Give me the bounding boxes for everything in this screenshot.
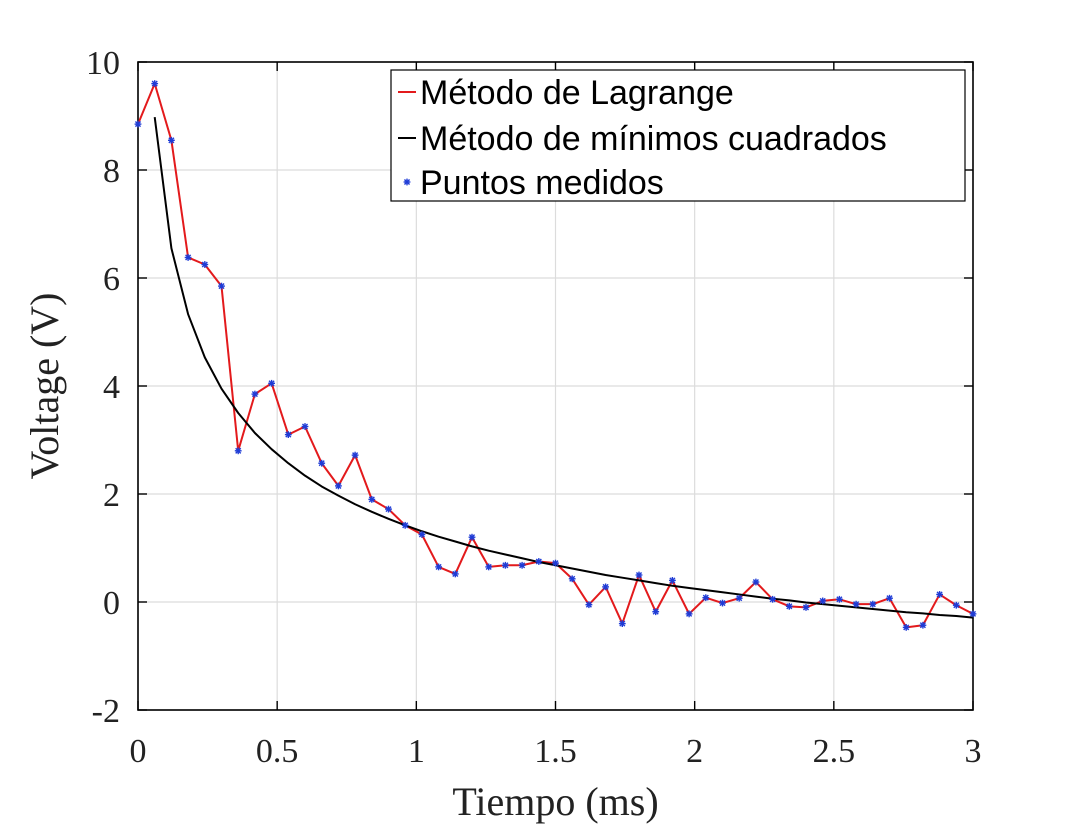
series-line-least-squares [153,116,974,619]
data-point [785,602,793,610]
data-point [268,379,275,387]
data-point [335,482,342,490]
data-point [719,599,726,607]
data-point [518,561,526,569]
data-point [201,261,209,268]
y-tick-label: 0 [103,585,120,622]
data-point [234,447,242,455]
legend: Método de Lagrange Método de mínimos cua… [390,69,966,202]
data-point [418,531,426,538]
axis-ticks [137,61,974,711]
data-point [836,595,843,603]
data-point [535,558,543,565]
data-point [301,423,309,430]
legend-label-measured-points: Puntos medidos [420,164,664,202]
data-point [852,600,860,608]
data-point [168,136,175,144]
data-point [969,610,977,618]
data-point [802,604,810,611]
legend-star-marker [403,178,411,186]
data-point [284,431,292,438]
data-point [769,595,776,603]
data-point [685,610,693,618]
data-point [468,533,476,541]
data-point [401,521,409,529]
legend-sample-measured-points [403,178,411,186]
data-point [151,80,159,87]
data-point [351,451,359,459]
data-point [218,282,225,290]
data-point [952,601,960,609]
data-point [368,496,376,503]
data-point [502,561,509,569]
data-point [184,254,192,261]
data-point [869,600,877,608]
data-point [552,559,559,567]
data-point [485,563,493,571]
data-point [669,577,676,584]
data-point [635,571,643,579]
y-tick-label: -2 [92,693,120,730]
data-point [585,601,593,609]
x-tick-label: 2 [686,733,703,770]
data-point [602,583,609,591]
series-layer [134,80,977,631]
data-point [752,578,760,586]
data-point [702,594,710,602]
y-tick-label: 4 [103,369,120,406]
data-point [318,459,326,467]
x-tick-label: 3 [965,733,982,770]
data-point [385,505,392,513]
data-point [735,594,743,602]
x-tick-label: 1 [408,733,425,770]
y-tick-label: 6 [103,261,120,298]
x-tick-label: 2.5 [813,733,856,770]
series-markers-measured-points [134,80,977,631]
data-point [134,120,142,128]
legend-box [390,69,966,202]
data-point [435,563,442,571]
data-point [251,390,259,398]
x-tick-label: 1.5 [534,733,577,770]
data-point [902,623,910,631]
y-tick-label: 10 [86,45,120,82]
y-axis-title: Voltage (V) [22,293,67,480]
x-tick-label: 0 [130,733,147,770]
data-point [451,570,459,578]
x-tick-label: 0.5 [256,733,299,770]
data-point [652,608,660,616]
y-tick-label: 2 [103,477,120,514]
tick-labels: 0 0.5 1 1.5 2 2.5 3 -2 0 2 4 6 8 10 [86,45,982,770]
legend-label-lagrange: Método de Lagrange [420,74,734,112]
data-point [568,575,576,583]
data-point [819,597,827,605]
data-point [936,591,943,598]
data-point [886,594,893,602]
legend-label-least-squares: Método de mínimos cuadrados [420,120,887,158]
data-point [919,621,927,629]
y-tick-label: 8 [103,153,120,190]
x-axis-title: Tiempo (ms) [452,779,658,824]
data-point [618,620,626,627]
